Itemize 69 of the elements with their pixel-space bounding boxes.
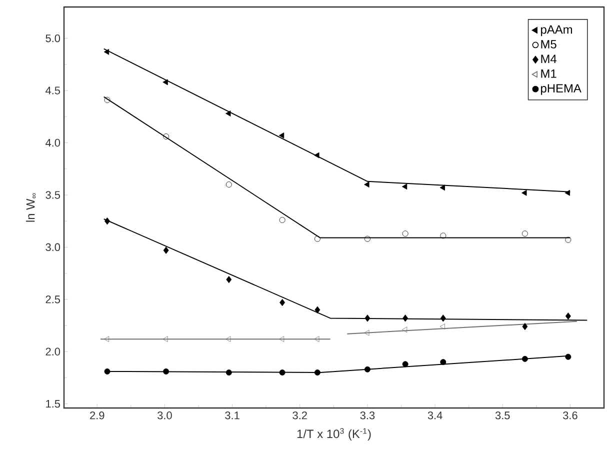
point	[364, 366, 370, 372]
point	[279, 370, 286, 376]
point	[226, 182, 232, 188]
legend-label: M4	[541, 54, 556, 64]
x-tick-label: 3.5	[495, 412, 510, 420]
point	[440, 184, 445, 191]
point	[440, 324, 445, 330]
point	[104, 48, 110, 55]
point	[402, 361, 408, 368]
point	[364, 182, 370, 188]
point	[226, 110, 231, 116]
point	[402, 314, 408, 322]
point	[565, 312, 571, 320]
point	[226, 370, 232, 376]
point	[104, 336, 110, 342]
point	[162, 79, 168, 86]
point	[163, 246, 169, 254]
legend-label: pHEMA	[541, 84, 582, 95]
x-tick-label: 3.3	[360, 412, 375, 420]
y-axis-title: ln W$_{∞}$	[26, 193, 36, 222]
y-tick-label: 2.5	[46, 296, 60, 304]
point	[440, 232, 446, 239]
point	[163, 368, 170, 374]
x-tick-label: 3.0	[158, 412, 172, 420]
point	[280, 298, 286, 306]
x-tick-label: 3.4	[428, 412, 442, 420]
y-tick-label: 4.5	[45, 86, 60, 94]
y-tick-label: 3.0	[46, 243, 60, 252]
point	[440, 314, 446, 322]
point	[314, 370, 320, 376]
y-tick-label: 2.0	[46, 348, 60, 356]
legend-label: M1	[541, 70, 556, 78]
point	[522, 190, 527, 196]
point	[279, 217, 286, 224]
point	[278, 336, 284, 342]
point	[402, 326, 408, 333]
point	[314, 236, 320, 242]
point	[314, 152, 320, 158]
point	[440, 359, 446, 366]
point	[162, 336, 168, 342]
point	[104, 368, 110, 374]
point	[402, 184, 408, 190]
point	[278, 132, 284, 138]
point	[522, 322, 528, 330]
point	[314, 306, 320, 314]
legend-label: M5	[541, 40, 556, 48]
point	[314, 336, 320, 342]
point	[226, 276, 232, 284]
point	[402, 230, 408, 237]
x-axis-title: 1/T x 10$^{3}$ (K$^{-1}$)	[297, 428, 371, 440]
point	[522, 356, 528, 362]
point	[364, 330, 370, 336]
point	[522, 230, 528, 237]
y-tick-label: 5.0	[46, 34, 60, 42]
x-tick-label: 3.1	[225, 412, 240, 420]
x-tick-label: 3.6	[563, 412, 578, 420]
y-tick-label: 3.5	[46, 191, 60, 199]
point	[364, 236, 370, 242]
legend-label: pAAm	[541, 25, 572, 36]
point	[104, 96, 110, 103]
point	[226, 336, 231, 342]
point	[364, 314, 370, 322]
y-tick-label: 4.0	[45, 138, 60, 147]
y-tick-label: 1.5	[46, 400, 60, 408]
point	[564, 190, 570, 196]
point	[163, 133, 170, 140]
x-tick-label: 3.2	[292, 412, 307, 420]
x-tick-label: 2.9	[90, 412, 104, 420]
point	[565, 354, 572, 360]
